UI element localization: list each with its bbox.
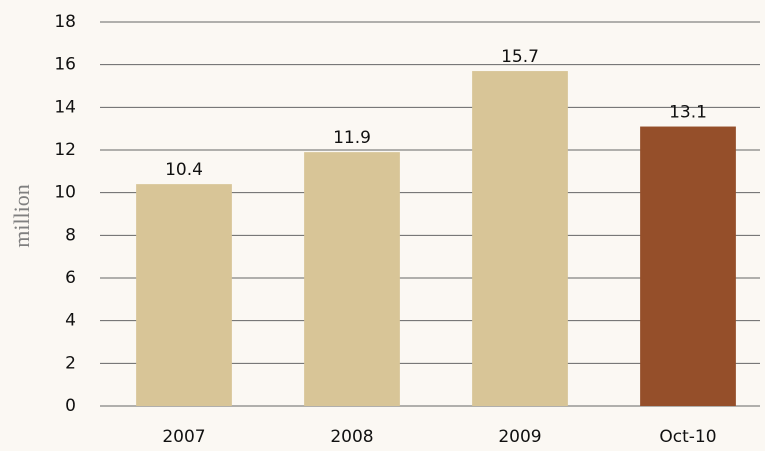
y-tick-label: 14 — [54, 97, 76, 117]
x-tick-label: 2009 — [498, 427, 541, 447]
y-tick-label: 10 — [54, 183, 76, 203]
bar — [640, 126, 736, 407]
data-label: 15.7 — [501, 47, 539, 67]
y-tick-label: 0 — [65, 396, 76, 416]
x-tick-label: 2008 — [330, 427, 373, 447]
data-label: 11.9 — [333, 128, 371, 148]
y-tick-label: 18 — [54, 12, 76, 32]
y-tick-label: 12 — [54, 140, 76, 160]
bar — [304, 152, 400, 406]
y-axis-label: million — [9, 184, 34, 248]
y-tick-label: 2 — [65, 353, 76, 373]
y-tick-label: 4 — [65, 311, 76, 331]
x-tick-label: Oct-10 — [659, 427, 716, 447]
data-label: 10.4 — [165, 160, 203, 180]
data-label: 13.1 — [669, 103, 707, 123]
y-tick-label: 8 — [65, 225, 76, 245]
y-tick-label: 6 — [65, 268, 76, 288]
y-tick-label: 16 — [54, 55, 76, 75]
x-tick-label: 2007 — [162, 427, 205, 447]
bar — [136, 184, 232, 406]
bar — [472, 71, 568, 407]
